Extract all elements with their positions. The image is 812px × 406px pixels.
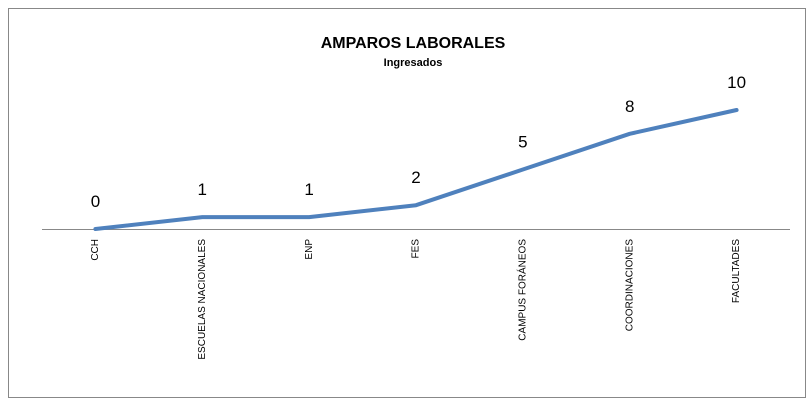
- x-tick-label: ENP: [304, 239, 315, 260]
- data-label: 10: [727, 73, 746, 92]
- line: [93, 108, 739, 231]
- chart-title: AMPAROS LABORALES: [321, 35, 506, 52]
- chart-subtitle: Ingresados: [384, 57, 443, 69]
- chart-frame: [8, 8, 806, 398]
- data-label: 1: [198, 180, 207, 199]
- x-tick-label: FES: [411, 239, 422, 259]
- x-tick-label: CAMPUS FORÁNEOS: [515, 239, 528, 341]
- data-label: 0: [91, 192, 100, 211]
- x-tick-label: FACULTADES: [731, 239, 742, 303]
- x-tick-label: ESCUELAS NACIONALES: [197, 239, 208, 360]
- x-tick-label: COORDINACIONES: [624, 239, 635, 332]
- data-label: 1: [304, 180, 313, 199]
- data-label: 5: [518, 133, 527, 152]
- x-tick-label: CCH: [90, 239, 101, 261]
- data-label: 8: [625, 97, 634, 116]
- data-label: 2: [411, 168, 420, 187]
